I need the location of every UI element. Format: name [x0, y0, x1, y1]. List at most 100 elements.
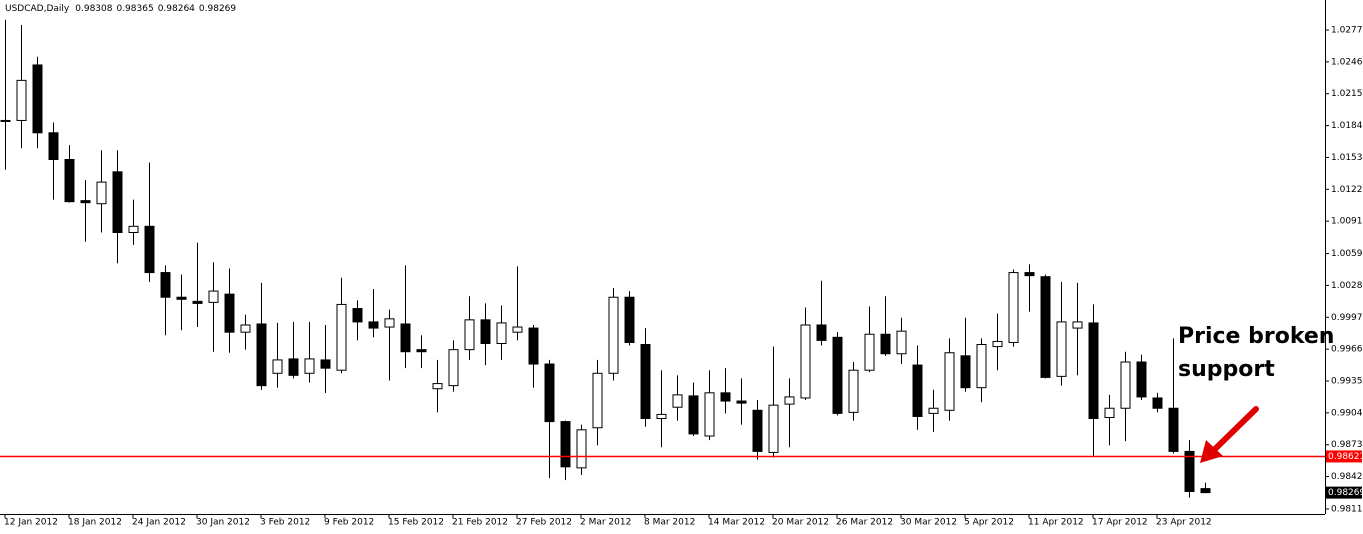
annotation-line: Price broken: [1178, 324, 1334, 349]
candle-body: [304, 358, 315, 374]
candle-body: [736, 400, 747, 404]
x-tick-label: 5 Apr 2012: [964, 518, 1014, 528]
candle-body: [176, 296, 187, 300]
candle-body: [144, 225, 155, 274]
candle-body: [96, 181, 107, 205]
candle-body: [1008, 272, 1019, 343]
y-tick-label: 1.00910: [1331, 217, 1363, 227]
annotation-line: support: [1178, 357, 1275, 382]
x-tick-label: 8 Mar 2012: [644, 518, 695, 528]
x-tick-label: 30 Jan 2012: [196, 518, 250, 528]
candle-body: [480, 319, 491, 344]
candle-body: [432, 383, 443, 390]
y-tick-label: 0.98735: [1331, 440, 1363, 450]
candle-body: [528, 327, 539, 365]
y-tick-label: 1.00285: [1331, 281, 1363, 291]
candle-body: [704, 392, 715, 437]
candle-body: [368, 321, 379, 329]
candle-body: [112, 171, 123, 233]
candle-body: [272, 359, 283, 374]
candle-body: [80, 200, 91, 204]
current-price-label: 0.98269: [1328, 488, 1363, 498]
x-tick-label: 24 Jan 2012: [132, 518, 186, 528]
candle-body: [816, 324, 827, 341]
candle-body: [1040, 276, 1051, 378]
candle-body: [608, 296, 619, 374]
annotation-group: Price broken support: [1178, 324, 1334, 463]
chart-title: USDCAD,Daily: [5, 4, 70, 14]
candle-body: [48, 132, 59, 161]
candle-body: [512, 326, 523, 333]
candle-body: [16, 79, 27, 121]
candle-body: [464, 319, 475, 351]
x-tick-label: 3 Feb 2012: [260, 518, 310, 528]
candle-body: [0, 119, 11, 122]
candle-body: [1104, 407, 1115, 418]
candle-body: [1024, 272, 1035, 277]
candle-body: [64, 159, 75, 203]
candle-body: [160, 272, 171, 298]
candle-body: [832, 336, 843, 414]
y-tick-label: 1.02150: [1331, 89, 1363, 99]
candle-body: [336, 303, 347, 371]
candle-body: [288, 358, 299, 376]
x-tick-label: 20 Mar 2012: [772, 518, 829, 528]
open-value: 0.98308: [75, 4, 112, 14]
y-tick-label: 1.02770: [1331, 26, 1363, 36]
y-tick-label: 1.01840: [1331, 121, 1363, 131]
x-tick-label: 17 Apr 2012: [1092, 518, 1148, 528]
y-tick-label: 1.02460: [1331, 57, 1363, 67]
candle-body: [256, 323, 267, 387]
x-tick-label: 11 Apr 2012: [1028, 518, 1084, 528]
plot: 1.02770 1.02460 1.02150 1.01840 1.01530 1.012…: [0, 19, 1363, 528]
candle-body: [1056, 321, 1067, 377]
candle-body: [1120, 361, 1131, 409]
current-price-box: [1326, 486, 1362, 499]
candle-body: [1136, 361, 1147, 398]
candle-body: [1200, 488, 1211, 494]
candle-body: [1088, 322, 1099, 420]
candle-body: [400, 323, 411, 353]
x-tick-label: 21 Feb 2012: [452, 518, 508, 528]
y-tick-label: 0.99975: [1331, 313, 1363, 323]
candle-body: [848, 369, 859, 413]
candle-body: [544, 363, 555, 423]
y-tick-label: 0.99045: [1331, 408, 1363, 418]
candle-body: [496, 322, 507, 344]
candle-body: [960, 355, 971, 389]
close-value: 0.98269: [199, 4, 236, 14]
candle-body: [944, 352, 955, 411]
x-tick-label: 27 Feb 2012: [516, 518, 572, 528]
candle-body: [800, 324, 811, 399]
candle-body: [912, 364, 923, 417]
x-tick-label: 2 Mar 2012: [580, 518, 631, 528]
candle-body: [976, 344, 987, 389]
low-value: 0.98264: [158, 4, 195, 14]
candle-body: [128, 225, 139, 233]
candle-body: [416, 349, 427, 353]
candle-body: [656, 413, 667, 420]
candle-body: [240, 324, 251, 333]
candle-body: [624, 296, 635, 343]
arrow-head: [1200, 440, 1223, 463]
candle-body: [320, 359, 331, 369]
candle-body: [576, 429, 587, 469]
candle-body: [768, 404, 779, 453]
x-tick-label: 26 Mar 2012: [836, 518, 893, 528]
candle-body: [1152, 397, 1163, 409]
candle-body: [992, 340, 1003, 348]
x-tick-label: 23 Apr 2012: [1156, 518, 1212, 528]
x-tick-label: 9 Feb 2012: [324, 518, 374, 528]
candle-body: [224, 293, 235, 333]
y-tick-label: 0.98425: [1331, 472, 1363, 482]
y-tick-label: 0.98110: [1331, 504, 1363, 514]
support-price-label: 0.98621: [1328, 452, 1363, 462]
candle-body: [720, 392, 731, 402]
candle-body: [1072, 321, 1083, 329]
support-price-box: [1326, 450, 1362, 463]
x-tick-label: 12 Jan 2012: [4, 518, 58, 528]
candle-body: [1184, 450, 1195, 492]
candle-body: [32, 64, 43, 134]
